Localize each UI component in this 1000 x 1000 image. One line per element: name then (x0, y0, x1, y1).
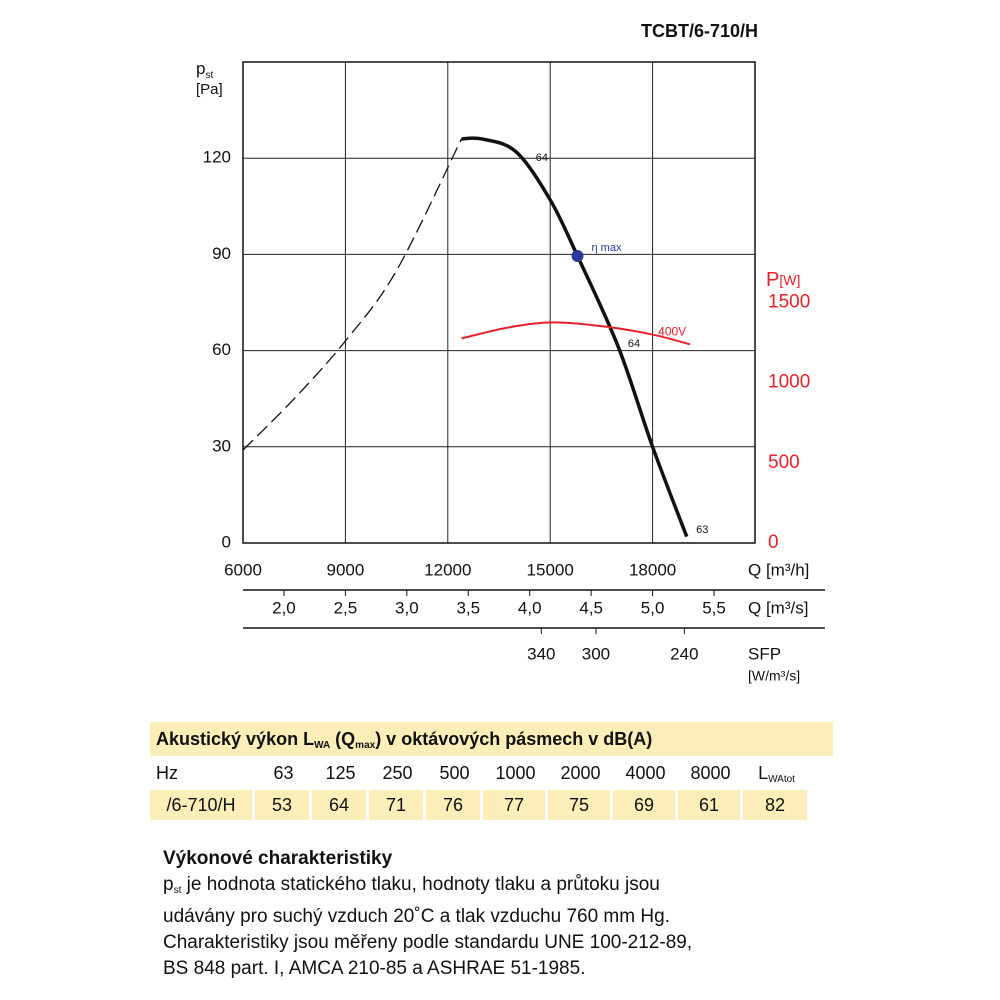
notes-line: pst je hodnota statického tlaku, hodnoty… (163, 872, 692, 904)
y-tick-label: 30 (212, 436, 231, 455)
x-axis-label: Q [m³/h] (748, 560, 809, 579)
table-title: Akustický výkon LWA (Qmax) v oktávových … (150, 722, 833, 756)
header-part: L (758, 763, 769, 783)
title-part: (Q (330, 729, 356, 749)
annotation: 64 (536, 152, 548, 164)
header-cell: LWAtot (743, 758, 810, 788)
y-tick-label: 120 (203, 148, 231, 167)
annotation: 64 (628, 338, 640, 350)
y-axis-unit: [Pa] (196, 81, 223, 98)
y2-tick-label: 500 (768, 452, 800, 473)
value-cell: /6-710/H (150, 790, 252, 820)
y2-tick-label: 0 (768, 532, 779, 553)
value-cell: 71 (369, 790, 423, 820)
x3-axis-label: SFP (748, 644, 781, 663)
value-cell: 82 (743, 790, 807, 820)
header-cell: 125 (325, 763, 356, 783)
y-axis-label: pst (196, 59, 213, 80)
title-sub: WA (314, 740, 331, 751)
series-line (242, 138, 463, 451)
chart: TCBT/6-710/H pst [Pa] P[W] Q [m³/h] Q [m… (196, 21, 825, 684)
y-tick-label: 90 (212, 244, 231, 263)
y-tick-label: 60 (212, 340, 231, 359)
y2-axis-label: P[W] (766, 269, 800, 291)
notes-sub: st (173, 885, 182, 896)
value-cell: 75 (548, 790, 610, 820)
header-cell: 2000 (560, 763, 601, 783)
header-cell: 4000 (625, 763, 666, 783)
x-tick-label: 9000 (326, 560, 364, 579)
series-label: 400V (658, 325, 686, 339)
value-cell: 76 (426, 790, 480, 820)
eta-max-label: η max (592, 242, 622, 254)
x3-tick-label: 240 (670, 644, 698, 663)
x3-axis-unit: [W/m³/s] (748, 668, 800, 684)
series-line (461, 321, 691, 346)
header-cell: 250 (382, 763, 413, 783)
y-label-sub: st (205, 70, 213, 81)
x3-tick-label: 300 (582, 644, 610, 663)
value-cell: 69 (613, 790, 675, 820)
eta-max-point (571, 250, 584, 263)
x3-tick-label: 340 (527, 644, 555, 663)
y2-label-unit: [W] (779, 272, 800, 288)
x-tick-label: 18000 (629, 560, 676, 579)
header-sub: WAtot (768, 774, 795, 785)
title-part: Akustický výkon L (156, 729, 315, 749)
header-cell: Hz (156, 763, 178, 783)
annotation: 63 (696, 524, 708, 536)
x2-tick-label: 5,5 (702, 598, 726, 617)
notes-part: p (163, 874, 174, 895)
header-row: Hz 63 125 250 500 1000 2000 4000 8000 LWAtot (150, 758, 833, 788)
value-cell: 53 (255, 790, 309, 820)
notes: Výkonové charakteristiky pst je hodnota … (163, 846, 692, 982)
x2-tick-label: 4,0 (518, 598, 542, 617)
title-part: ) v oktávových pásmech v dB(A) (375, 729, 653, 749)
title-sub: max (355, 740, 376, 751)
value-row: /6-710/H 53 64 71 76 77 75 69 61 82 (150, 790, 833, 820)
x-tick-label: 15000 (527, 560, 574, 579)
header-cell: 1000 (495, 763, 536, 783)
value-cell: 64 (312, 790, 366, 820)
notes-heading: Výkonové charakteristiky (163, 848, 393, 869)
y2-tick-label: 1000 (768, 372, 810, 393)
x2-tick-label: 3,0 (395, 598, 419, 617)
notes-part: je hodnota statického tlaku, hodnoty tla… (181, 874, 660, 895)
value-cell: 77 (483, 790, 545, 820)
x2-axis-label: Q [m³/s] (748, 598, 808, 617)
x2-tick-label: 2,0 (272, 598, 296, 617)
y-tick-label: 0 (222, 532, 231, 551)
x2-tick-label: 5,0 (641, 598, 665, 617)
x2-tick-label: 3,5 (456, 598, 480, 617)
x-tick-label: 6000 (224, 560, 262, 579)
header-cell: 500 (439, 763, 470, 783)
plot-frame (242, 61, 756, 544)
acoustic-table: Akustický výkon LWA (Qmax) v oktávových … (150, 722, 833, 820)
y2-label-main: P (766, 269, 779, 291)
x-tick-label: 12000 (424, 560, 471, 579)
x2-tick-label: 2,5 (334, 598, 358, 617)
y2-tick-label: 1500 (768, 292, 810, 313)
x2-tick-label: 4,5 (579, 598, 603, 617)
header-cell: 8000 (690, 763, 731, 783)
header-cell: 63 (273, 763, 294, 783)
notes-line: udávány pro suchý vzduch 20˚C a tlak vzd… (163, 906, 670, 927)
notes-line: BS 848 part. I, AMCA 210-85 a ASHRAE 51-… (163, 958, 586, 979)
value-cell: 61 (678, 790, 740, 820)
notes-lines: udávány pro suchý vzduch 20˚C a tlak vzd… (163, 904, 692, 982)
y-label-main: p (196, 59, 205, 78)
notes-line: Charakteristiky jsou měřeny podle standa… (163, 932, 693, 953)
chart-title: TCBT/6-710/H (641, 21, 758, 41)
